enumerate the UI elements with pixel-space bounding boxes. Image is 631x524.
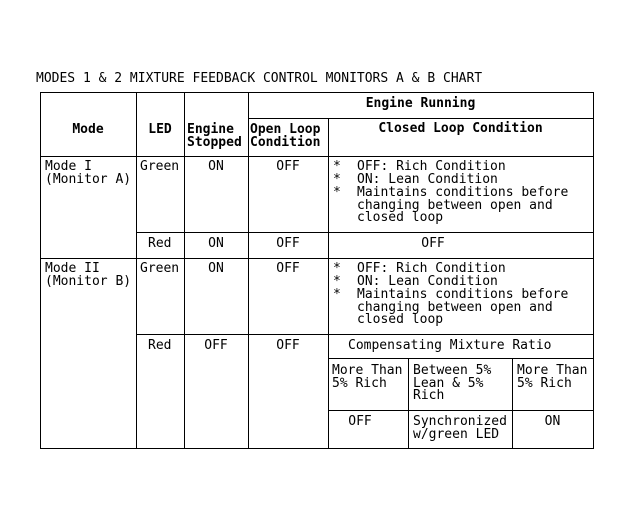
header-led: LED [148,122,172,137]
divider [248,92,249,449]
mode-cell: Mode I (Monitor A) [45,159,132,187]
bullet: * [333,159,341,174]
open-loop-cell: OFF [276,261,300,276]
divider [136,92,137,449]
table-border [593,92,594,449]
closed-loop-item: ON: Lean Condition [357,274,498,289]
header-engine-running: Engine Running [365,96,476,111]
divider [136,232,593,233]
engine-stopped-cell: OFF [204,338,228,353]
engine-stopped-cell: ON [208,159,224,174]
header-open-loop: Open Loop Condition [250,122,321,150]
closed-loop-item: OFF: Rich Condition [357,261,506,276]
divider [512,358,513,449]
table-border [40,92,41,449]
open-loop-cell: OFF [276,159,300,174]
bullet: * [333,274,341,289]
led-cell: Red [148,338,172,353]
ratio-column: Between 5% Lean & 5% Rich [413,363,492,404]
header-closed-loop: Closed Loop Condition [378,121,543,136]
divider [40,258,593,259]
ratio-column: More Than 5% Rich [517,363,588,391]
ratio-value: Synchronized w/green LED [413,414,507,442]
open-loop-cell: OFF [276,236,300,251]
bullet: * [333,287,341,302]
header-mode: Mode [72,122,104,137]
ratio-value: ON [544,414,561,429]
bullet: * [333,172,341,187]
closed-loop-item: Maintains conditions before changing bet… [357,287,569,328]
header-engine-stopped: Engine Stopped [187,122,242,150]
table-border [40,448,593,449]
led-cell: Green [140,261,180,276]
table-border [40,92,593,93]
divider [248,118,593,119]
divider [328,410,593,411]
divider [136,334,593,335]
divider [328,118,329,449]
mode-cell: Mode II (Monitor B) [45,261,132,289]
open-loop-cell: OFF [276,338,300,353]
engine-stopped-cell: ON [208,236,224,251]
ratio-value: OFF [348,414,372,429]
closed-loop-item: Maintains conditions before changing bet… [357,185,569,226]
closed-loop-item: ON: Lean Condition [357,172,498,187]
compensating-title: Compensating Mixture Ratio [348,338,552,353]
ratio-column: More Than 5% Rich [332,363,403,391]
divider [40,156,593,157]
bullet: * [333,185,341,200]
divider [408,358,409,449]
closed-loop-cell: OFF [421,236,445,251]
led-cell: Green [140,159,180,174]
chart-title: MODES 1 & 2 MIXTURE FEEDBACK CONTROL MON… [36,71,483,86]
bullet: * [333,261,341,276]
led-cell: Red [148,236,172,251]
closed-loop-item: OFF: Rich Condition [357,159,506,174]
divider [328,358,593,359]
divider [184,92,185,449]
engine-stopped-cell: ON [208,261,224,276]
